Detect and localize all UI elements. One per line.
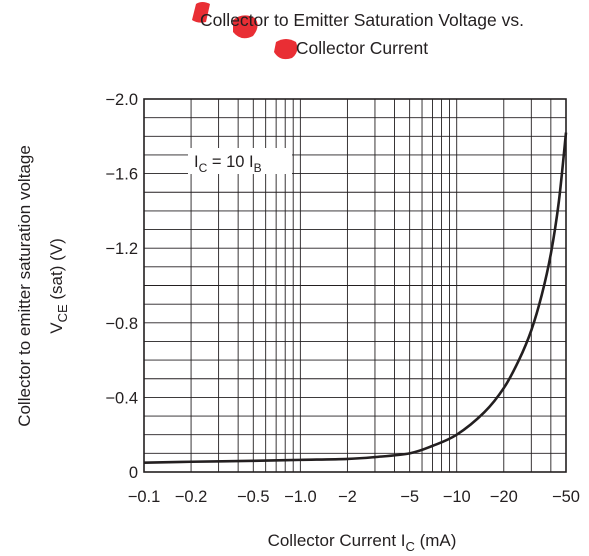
- series-line: [143, 132, 568, 464]
- x-tick-label: −10: [443, 488, 471, 506]
- y-tick-label: −1.6: [105, 166, 138, 184]
- x-tick-label: −0.5: [237, 488, 270, 506]
- annotation-box: [188, 148, 292, 174]
- chart-title-line2: Collector Current: [296, 38, 428, 58]
- y-tick-label: 0: [129, 464, 138, 482]
- annotation-label: IC = 10 IB: [194, 153, 262, 175]
- x-tick-label: −20: [490, 488, 518, 506]
- plot-border: [143, 98, 567, 473]
- y-axis-label-line1: Collector to emitter saturation voltage: [15, 145, 34, 427]
- x-axis-label: Collector Current IC (mA): [268, 531, 457, 554]
- y-tick-label: −0.8: [105, 315, 138, 333]
- x-tick-label: −50: [552, 488, 580, 506]
- x-tick-label: −1.0: [284, 488, 317, 506]
- watermark: [192, 2, 298, 60]
- x-tick-label: −0.1: [128, 488, 161, 506]
- y-tick-label: −0.4: [105, 389, 138, 407]
- y-tick-label: −1.2: [105, 240, 138, 258]
- x-tick-label: −0.2: [175, 488, 208, 506]
- plot-frame: [143, 98, 567, 473]
- x-tick-label: −5: [400, 488, 419, 506]
- y-tick-label: −2.0: [105, 91, 138, 109]
- x-tick-label: −2: [338, 488, 357, 506]
- x-tick-labels: −0.1 −0.2 −0.5 −1.0 −2 −5 −10 −20 −50: [128, 488, 580, 506]
- chart-title-line1: Collector to Emitter Saturation Voltage …: [200, 10, 524, 30]
- y-tick-labels: −2.0 −1.6 −1.2 −0.8 −0.4 0: [105, 91, 138, 482]
- y-axis-label-line2: VCE (sat) (V): [47, 238, 70, 334]
